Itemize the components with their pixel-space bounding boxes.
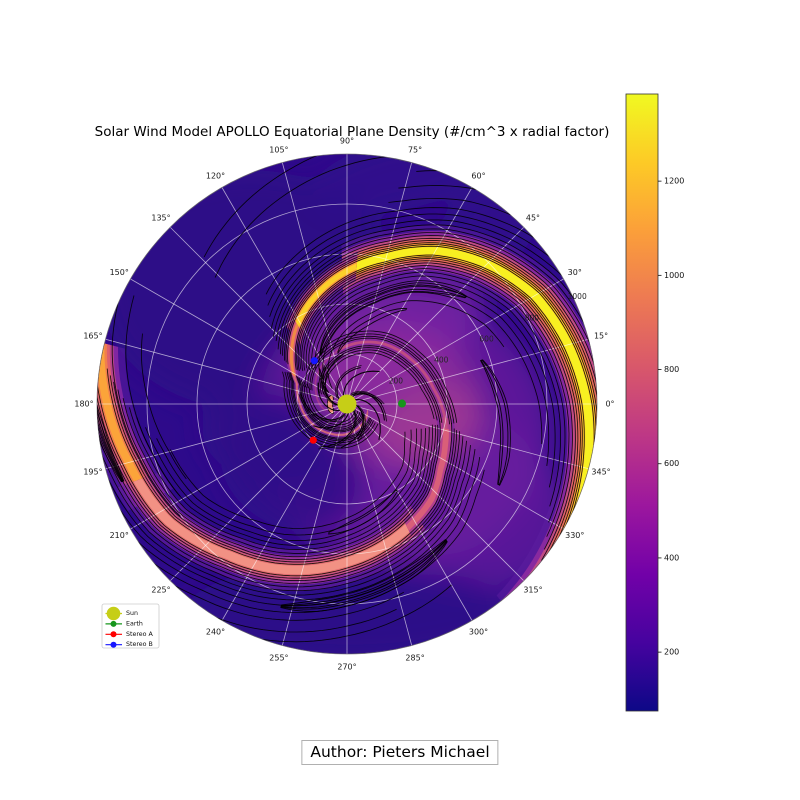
legend-item: Stereo B: [105, 641, 153, 648]
theta-tick-label: 255°: [269, 654, 288, 663]
colorbar-tick-label: 600: [664, 459, 679, 468]
colorbar-tick-label: 200: [664, 648, 679, 657]
stereo-a-marker: [309, 436, 317, 444]
theta-tick-label: 345°: [591, 468, 610, 477]
colorbar-tick-label: 1200: [664, 177, 684, 186]
contour-lines: [97, 154, 597, 643]
legend-marker-icon: [110, 641, 117, 648]
theta-tick-label: 180°: [74, 400, 93, 409]
theta-tick-label: 225°: [151, 585, 170, 594]
colorbar: 200 400 600 800 1000 1200: [625, 93, 684, 712]
legend-marker-icon: [110, 631, 117, 638]
r-tick-label: 200: [389, 377, 404, 386]
theta-tick-label: 210°: [110, 531, 129, 540]
colorbar-tick-label: 800: [664, 365, 679, 374]
legend-label: Stereo A: [126, 631, 154, 638]
polar-spine: [96, 153, 598, 655]
sun-marker: [337, 394, 357, 414]
colorbar-tick-label: 400: [664, 553, 679, 562]
author-annotation: Author: Pieters Michael: [301, 740, 499, 765]
r-tick-label: 1000: [568, 292, 587, 301]
colorbar-tick-label: 1000: [664, 271, 684, 280]
theta-tick-label: 15°: [594, 331, 608, 340]
stereo-b-marker: [310, 357, 318, 365]
legend-marker-icon: [110, 620, 117, 627]
legend-label: Sun: [126, 610, 138, 617]
theta-tick-label: 105°: [269, 145, 288, 154]
body-markers: [309, 357, 406, 444]
legend: Sun Earth Stereo A Stereo B: [101, 603, 160, 649]
theta-tick-label: 75°: [408, 145, 422, 154]
r-tick-label: 600: [479, 334, 494, 343]
legend-item: Sun: [105, 606, 138, 621]
theta-tick-labels: 0° 15° 30° 45° 60° 75° 90° 105° 120° 135° 150° 165°…: [74, 137, 614, 672]
legend-item: Stereo A: [105, 631, 154, 638]
theta-tick-label: 300°: [469, 627, 488, 636]
theta-tick-label: 30°: [568, 268, 582, 277]
theta-tick-label: 60°: [471, 172, 485, 181]
theta-tick-label: 240°: [206, 627, 225, 636]
legend-marker-icon: [106, 606, 121, 621]
earth-marker: [397, 399, 406, 408]
polar-grid: [97, 154, 597, 654]
legend-item: Earth: [105, 620, 143, 627]
theta-tick-label: 90°: [340, 137, 354, 146]
legend-label: Earth: [126, 620, 143, 627]
theta-tick-label: 120°: [206, 172, 225, 181]
theta-tick-label: 150°: [110, 268, 129, 277]
theta-tick-label: 195°: [83, 468, 102, 477]
theta-tick-label: 165°: [83, 331, 102, 340]
chart-title: Solar Wind Model APOLLO Equatorial Plane…: [94, 124, 610, 140]
theta-tick-label: 0°: [605, 400, 614, 409]
theta-tick-label: 330°: [565, 531, 584, 540]
theta-tick-label: 270°: [337, 663, 356, 672]
theta-tick-label: 285°: [405, 654, 424, 663]
theta-tick-label: 45°: [526, 214, 540, 223]
theta-tick-label: 135°: [151, 214, 170, 223]
r-tick-label: 400: [434, 356, 449, 365]
legend-label: Stereo B: [126, 641, 153, 648]
theta-tick-label: 315°: [523, 585, 542, 594]
